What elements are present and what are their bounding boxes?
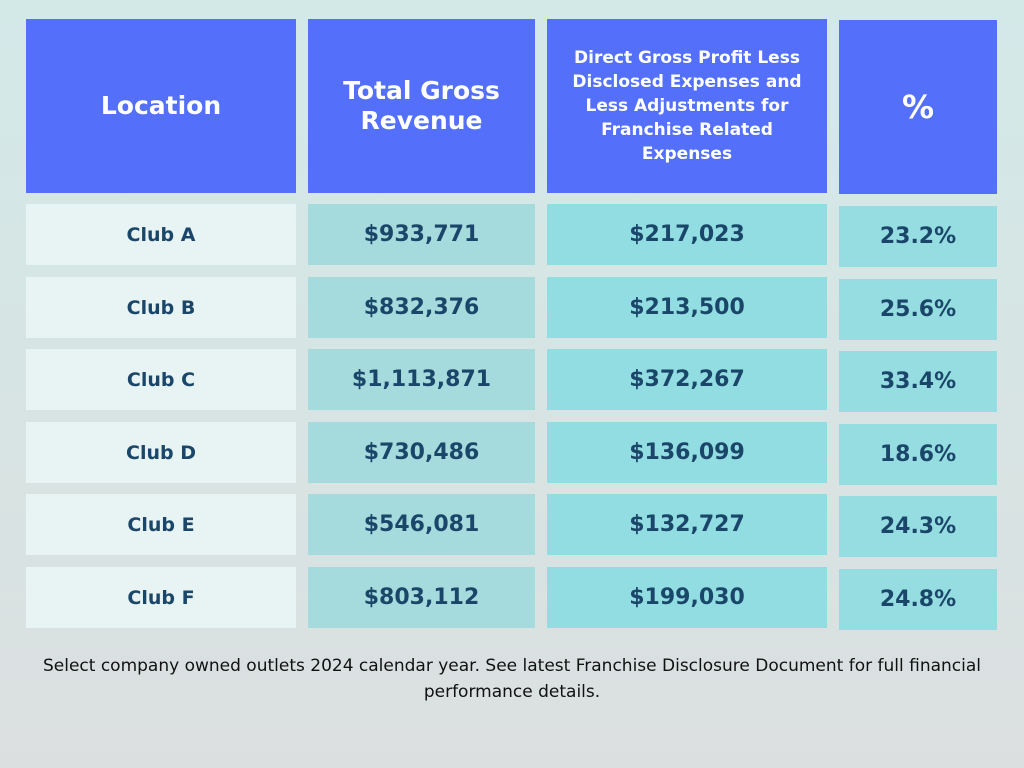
- location-cell: Club E: [26, 494, 296, 555]
- revenue-cell-value: $546,081: [363, 512, 480, 537]
- footnote: Select company owned outlets 2024 calend…: [42, 656, 982, 702]
- revenue-cell: $1,113,871: [308, 349, 535, 410]
- header-location: Location: [26, 19, 296, 193]
- percent-cell-value: 18.6%: [879, 442, 957, 467]
- percent-cell: 18.6%: [839, 424, 997, 485]
- profit-cell: $213,500: [547, 277, 827, 338]
- location-cell: Club A: [26, 204, 296, 265]
- percent-cell: 33.4%: [839, 351, 997, 412]
- location-cell: Club D: [26, 422, 296, 483]
- profit-cell: $132,727: [547, 494, 827, 555]
- revenue-cell: $730,486: [308, 422, 535, 483]
- location-cell: Club C: [26, 349, 296, 410]
- location-cell-value: Club C: [126, 368, 196, 391]
- percent-cell-value: 25.6%: [879, 297, 957, 322]
- header-total-gross-revenue: Total Gross Revenue: [308, 19, 535, 193]
- profit-cell-value: $199,030: [629, 585, 745, 610]
- profit-cell-value: $132,727: [629, 512, 745, 537]
- revenue-cell-value: $803,112: [363, 585, 480, 610]
- revenue-cell-value: $730,486: [363, 440, 480, 465]
- percent-cell-value: 24.3%: [879, 514, 957, 539]
- profit-cell: $217,023: [547, 204, 827, 265]
- percent-cell-value: 23.2%: [879, 224, 957, 249]
- revenue-cell-value: $832,376: [363, 295, 480, 320]
- revenue-cell: $933,771: [308, 204, 535, 265]
- header-location-label: Location: [100, 91, 222, 120]
- location-cell: Club F: [26, 567, 296, 628]
- percent-cell-value: 24.8%: [879, 587, 957, 612]
- revenue-cell: $832,376: [308, 277, 535, 338]
- header-revenue-label: Total Gross Revenue: [343, 76, 500, 135]
- revenue-cell: $546,081: [308, 494, 535, 555]
- header-percent-label: %: [901, 88, 935, 126]
- location-cell-value: Club E: [127, 513, 195, 536]
- location-cell-value: Club B: [126, 296, 196, 319]
- percent-cell: 23.2%: [839, 206, 997, 267]
- location-cell-value: Club A: [126, 223, 196, 246]
- profit-cell: $136,099: [547, 422, 827, 483]
- revenue-cell-value: $1,113,871: [351, 367, 492, 392]
- header-direct-gross-profit: Direct Gross Profit Less Disclosed Expen…: [547, 19, 827, 193]
- revenue-cell: $803,112: [308, 567, 535, 628]
- percent-cell: 24.8%: [839, 569, 997, 630]
- percent-cell-value: 33.4%: [879, 369, 957, 394]
- profit-cell-value: $213,500: [629, 295, 745, 320]
- header-percent: %: [839, 20, 997, 194]
- percent-cell: 25.6%: [839, 279, 997, 340]
- profit-cell-value: $217,023: [629, 222, 745, 247]
- profit-cell: $199,030: [547, 567, 827, 628]
- location-cell: Club B: [26, 277, 296, 338]
- revenue-cell-value: $933,771: [363, 222, 480, 247]
- profit-cell-value: $136,099: [629, 440, 745, 465]
- profit-cell: $372,267: [547, 349, 827, 410]
- header-profit-label: Direct Gross Profit Less Disclosed Expen…: [572, 48, 802, 164]
- location-cell-value: Club F: [127, 586, 195, 609]
- location-cell-value: Club D: [126, 441, 196, 464]
- profit-cell-value: $372,267: [629, 367, 745, 392]
- percent-cell: 24.3%: [839, 496, 997, 557]
